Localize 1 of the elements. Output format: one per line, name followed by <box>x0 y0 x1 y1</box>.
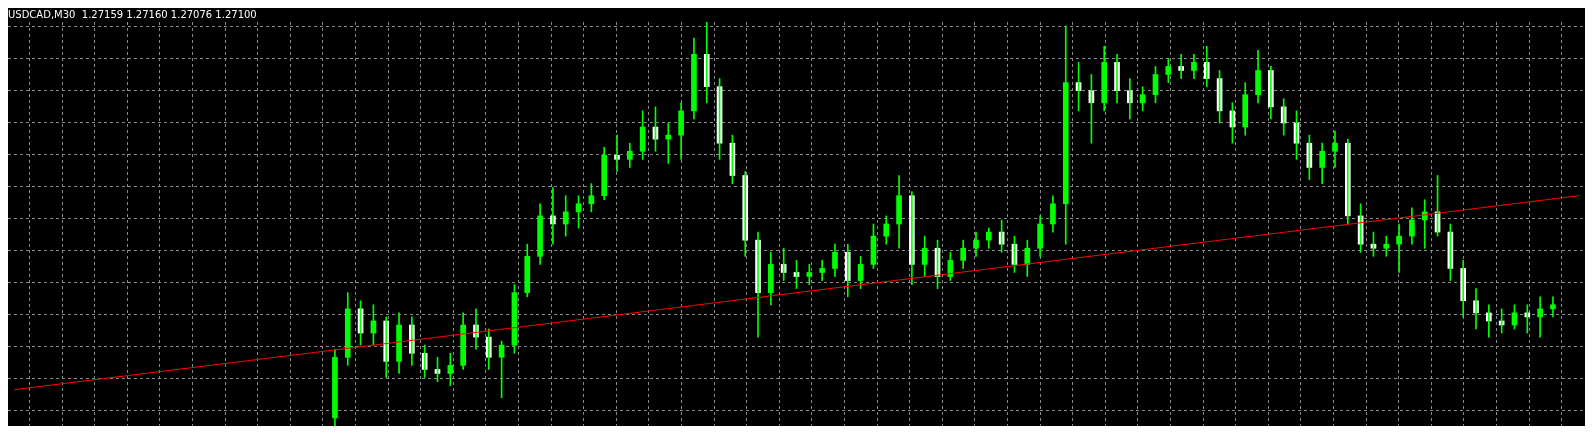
chart-title: USDCAD,M30 1.27159 1.27160 1.27076 1.27100 <box>8 8 257 20</box>
